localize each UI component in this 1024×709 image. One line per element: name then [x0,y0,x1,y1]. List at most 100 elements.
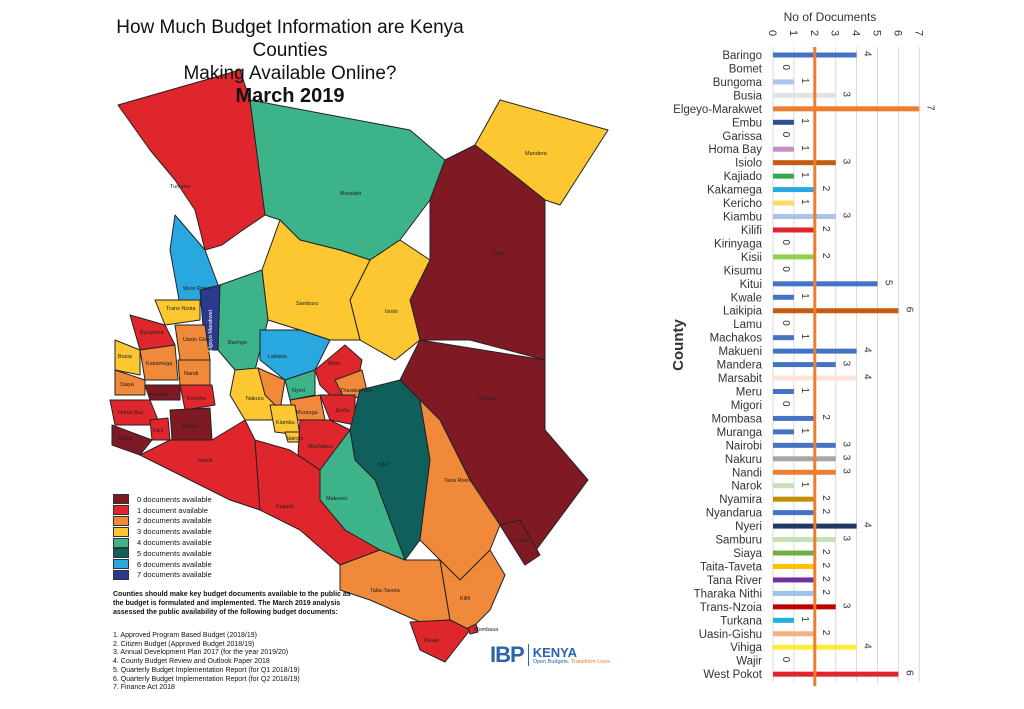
data-label: 1 [799,78,810,84]
legend-swatch [113,537,129,548]
y-tick-label: Kirinyaga [714,238,763,250]
bar [773,160,836,166]
map-label: Garissa [478,396,498,402]
bar [773,227,815,233]
data-label: 2 [820,630,831,636]
bar [773,537,836,543]
map-label: Laikipia [268,354,288,360]
y-tick-label: Baringo [722,50,762,62]
map-label: Embu [336,408,350,414]
legend-swatch [113,505,129,516]
data-label: 1 [799,482,810,488]
y-tick-label: Bomet [729,63,763,75]
data-label: 2 [820,186,831,192]
y-tick-label: Kilifi [741,225,762,237]
map-label: Siaya [120,382,135,388]
data-label: 0 [780,64,791,70]
bar [773,214,836,220]
y-tick-label: Taita-Taveta [700,561,763,573]
y-tick-label: Machakos [710,333,763,345]
data-label: 1 [799,145,810,151]
data-label: 7 [924,105,935,111]
y-tick-label: Embu [732,117,762,129]
data-label: 1 [799,616,810,622]
data-label: 1 [799,199,810,205]
legend-label: 2 documents available [137,516,212,526]
y-tick-label: Nyeri [735,521,762,533]
data-label: 0 [780,132,791,138]
legend-item: 3 documents available [113,526,212,537]
x-tick-label: 2 [808,30,820,36]
data-label: 1 [799,428,810,434]
y-tick-label: Turkana [720,615,762,627]
y-tick-label: Garissa [722,131,762,143]
data-label: 4 [862,643,873,649]
map-label: Narok [198,458,213,464]
county-kakamega[interactable] [139,344,179,381]
y-tick-label: Marsabit [718,373,763,385]
legend-label: 0 documents available [137,494,212,504]
page-title: How Much Budget Information are Kenya Co… [110,16,470,108]
ibp-kenya-logo: IBP KENYA Open Budgets. Transform Lives. [490,642,612,668]
county-kwale[interactable] [409,619,471,663]
county-lamu[interactable] [499,519,541,566]
map-label: Samburu [296,301,318,307]
county-turkana[interactable] [117,69,266,251]
map-label: Elgeyo Marakwet [208,309,214,352]
data-label: 2 [820,549,831,555]
bar [773,362,836,368]
kenya-county-map: Turkana Marsabit Mandera Wajir West Poko… [109,69,609,663]
county-mombasa[interactable] [467,623,479,635]
map-label: Kisii [153,428,163,434]
y-tick-label: Meru [736,387,762,399]
title-date: March 2019 [235,85,345,107]
data-label: 2 [820,226,831,232]
map-label: Nakuru [246,396,264,402]
y-tick-label: Isiolo [735,158,762,170]
county-kericho[interactable] [179,384,216,411]
data-label: 2 [820,495,831,501]
y-tick-label: Busia [733,90,762,102]
y-tick-label: Siaya [733,548,762,560]
county-nyeri[interactable] [284,369,316,401]
y-tick-label: Wajir [736,656,762,668]
y-tick-label: Muranga [717,427,763,439]
document-item: 4. County Budget Review and Outlook Pape… [113,658,270,666]
bar [773,294,794,300]
x-tick-label: 6 [891,30,903,36]
y-tick-label: Elgeyo-Marakwet [673,104,763,116]
bar [773,415,815,421]
document-item: 6. Quarterly Budget Implementation Repor… [113,675,300,683]
map-label: Meru [328,361,341,367]
map-label: Kitui [378,462,389,468]
bar [773,604,836,610]
map-label: Kisumu [150,392,168,398]
data-label: 0 [780,657,791,663]
county-trans-nzoia[interactable] [154,299,201,326]
map-label: Kilifi [460,596,470,602]
county-siaya[interactable] [114,369,146,396]
y-tick-label: West Pokot [703,669,762,681]
data-label: 0 [780,239,791,245]
document-item: 7. Finance Act 2018 [113,684,175,692]
y-tick-label: Makueni [719,346,762,358]
logo-kenya: KENYA [532,644,578,660]
legend-item: 0 documents available [113,494,212,505]
county-wajir[interactable] [409,144,546,361]
map-label: Muranga [296,410,319,416]
y-tick-label: Nandi [732,467,762,479]
y-tick-label: Tharaka Nithi [694,588,762,600]
bar [773,456,836,462]
bar [773,577,815,583]
map-label: Homa Bay [118,410,144,416]
county-kajiado[interactable] [254,439,381,566]
bar [773,308,899,314]
data-label: 2 [820,509,831,515]
county-busia[interactable] [114,339,141,376]
data-label: 2 [820,253,831,259]
county-kisumu[interactable] [144,384,181,401]
y-tick-label: Mombasa [712,413,763,425]
bar [773,254,815,260]
map-label: Lamu [515,538,529,544]
